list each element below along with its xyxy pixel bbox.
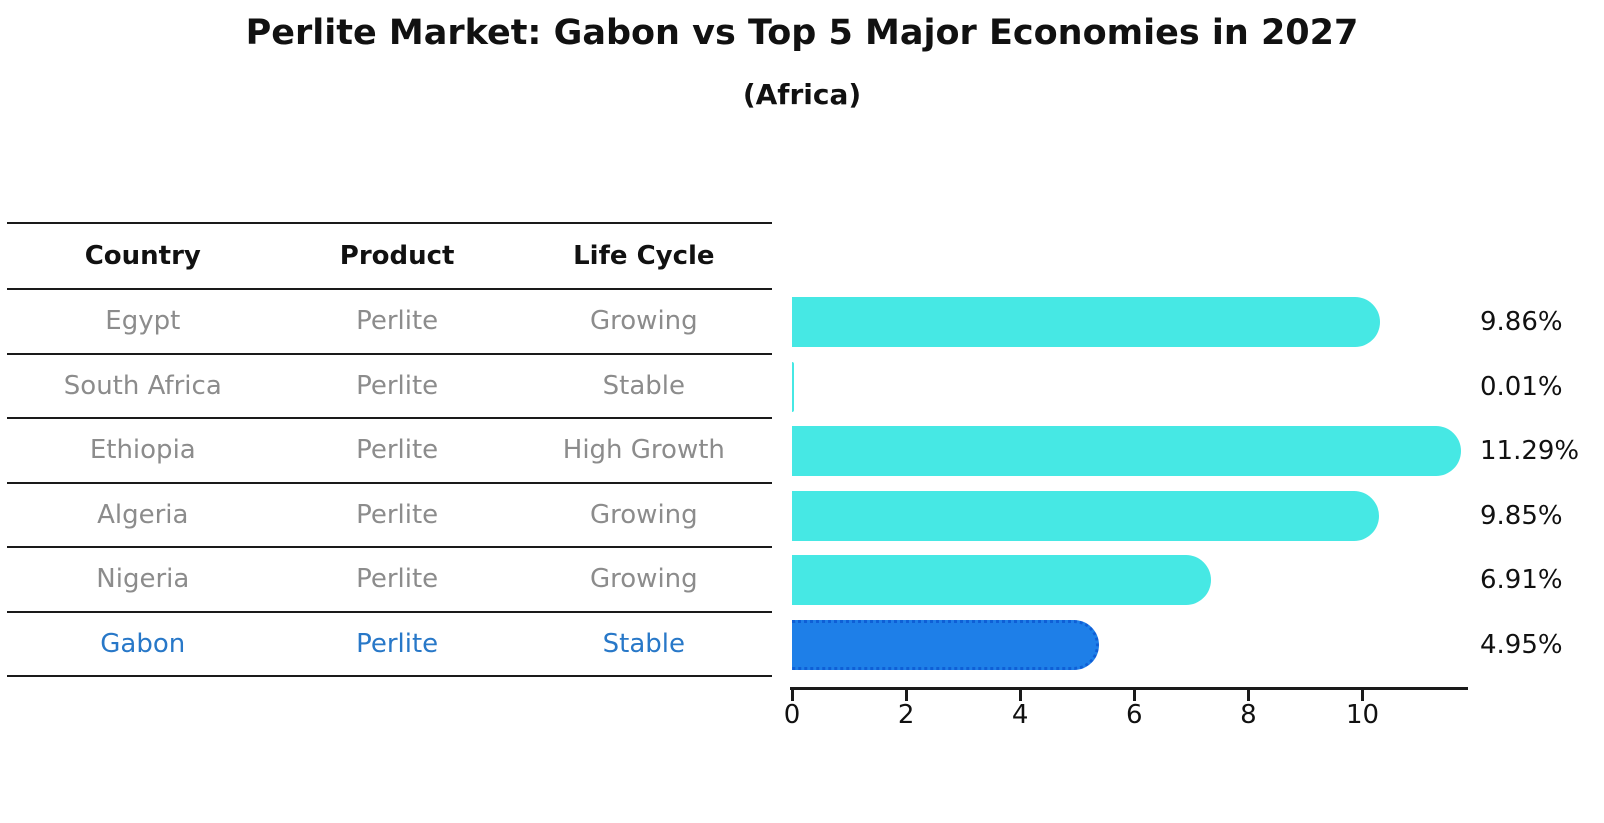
cell-product: Perlite [356, 499, 439, 530]
cell-product: Perlite [356, 564, 439, 595]
value-label-egypt: 9.86% [1480, 307, 1563, 338]
x-tick-label: 10 [1345, 700, 1380, 730]
value-label-south-africa: 0.01% [1480, 371, 1563, 402]
bar-row-nigeria [792, 548, 1468, 613]
bar-highlight [792, 619, 1100, 670]
bar-row-egypt [792, 290, 1468, 355]
bar [792, 297, 1380, 348]
x-tick-mark [904, 690, 908, 701]
bar-row-south-africa [792, 355, 1468, 420]
bar-row-ethiopia [792, 419, 1468, 484]
table-row-egypt: Egypt Perlite Growing [7, 290, 772, 355]
chart-subtitle: (Africa) [742, 78, 862, 111]
x-axis-line [790, 687, 1468, 690]
bar [792, 555, 1212, 606]
chart-title: Perlite Market: Gabon vs Top 5 Major Eco… [245, 13, 1359, 53]
cell-country: Gabon [100, 628, 186, 659]
country-table: Country Product Life Cycle Egypt Perlite Gro… [7, 222, 772, 677]
bar-row-algeria [792, 484, 1468, 549]
value-label-algeria: 9.85% [1480, 500, 1563, 531]
cell-product: Perlite [356, 435, 439, 466]
cell-life-cycle: High Growth [562, 435, 725, 466]
table-header-life-cycle: Life Cycle [573, 241, 715, 271]
cell-life-cycle: Growing [590, 306, 698, 337]
cell-country: Ethiopia [89, 435, 196, 466]
cell-country: Egypt [105, 306, 181, 337]
bar-chart: 0 2 4 6 8 10 [784, 290, 1468, 730]
x-tick-label: 4 [1011, 700, 1029, 730]
cell-country: Nigeria [96, 564, 190, 595]
table-header-country: Country [84, 241, 201, 271]
cell-country: South Africa [63, 370, 222, 401]
bar [792, 426, 1462, 477]
value-label-gabon: 4.95% [1480, 629, 1563, 660]
cell-life-cycle: Stable [602, 628, 686, 659]
table-row-south-africa: South Africa Perlite Stable [7, 355, 772, 419]
table-body: Egypt Perlite Growing South Africa Perlite St… [7, 290, 772, 677]
cell-product: Perlite [356, 628, 439, 659]
bar [792, 361, 794, 412]
cell-product: Perlite [356, 306, 439, 337]
x-tick-label: 2 [897, 700, 915, 730]
cell-life-cycle: Growing [590, 564, 698, 595]
table-row-nigeria: Nigeria Perlite Growing [7, 548, 772, 613]
value-labels: 9.86% 0.01% 11.29% 9.85% 6.91% 4.95% [1480, 290, 1579, 677]
table-row-algeria: Algeria Perlite Growing [7, 484, 772, 548]
bars [792, 290, 1468, 677]
bar [792, 490, 1379, 541]
table-row-gabon: Gabon Perlite Stable [7, 613, 772, 677]
x-tick-mark [1246, 690, 1250, 701]
cell-product: Perlite [356, 370, 439, 401]
x-tick-label: 6 [1126, 700, 1143, 730]
table-row-ethiopia: Ethiopia Perlite High Growth [7, 419, 772, 484]
cell-country: Algeria [97, 499, 189, 530]
table-header-product: Product [339, 241, 455, 271]
x-tick-label: 8 [1240, 700, 1257, 730]
x-tick-mark [1018, 690, 1022, 701]
x-tick-mark [1361, 690, 1364, 701]
value-label-ethiopia: 11.29% [1480, 436, 1580, 467]
value-label-nigeria: 6.91% [1480, 565, 1563, 596]
x-tick-mark [790, 690, 794, 701]
x-tick-label: 0 [783, 700, 801, 730]
bar-row-gabon [792, 613, 1468, 678]
cell-life-cycle: Stable [602, 370, 686, 401]
table-header-row: Country Product Life Cycle [7, 222, 772, 290]
x-tick-mark [1132, 690, 1136, 701]
cell-life-cycle: Growing [590, 499, 698, 530]
